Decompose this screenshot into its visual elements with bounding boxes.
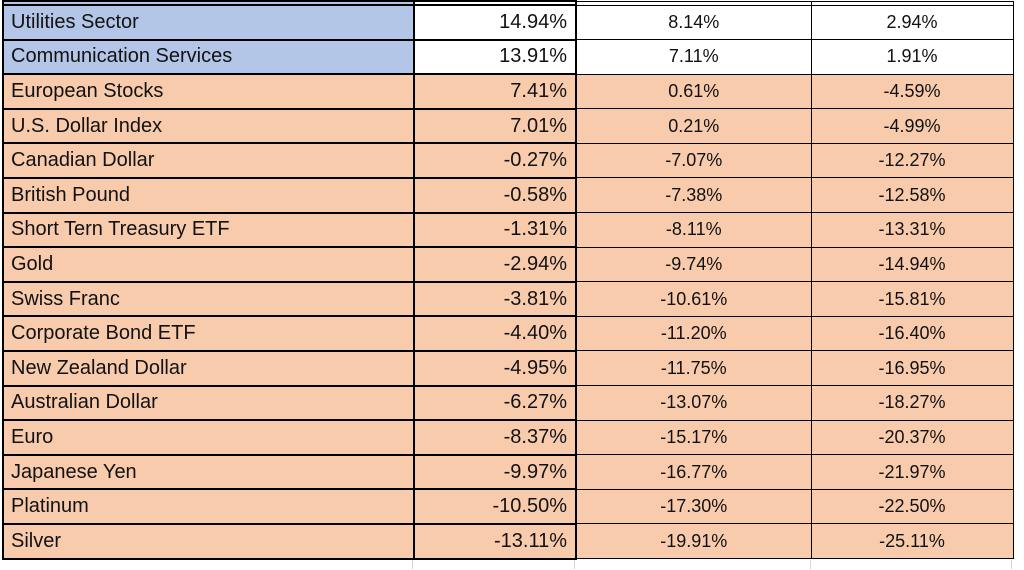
asset-label-cell[interactable]: Silver xyxy=(2,522,415,560)
value-cell[interactable]: -10.50% xyxy=(413,488,577,525)
value-cell[interactable]: -0.58% xyxy=(413,176,577,214)
table-row: European Stocks 7.41% 0.61% -4.59% xyxy=(2,73,1014,110)
clipped-cell xyxy=(810,0,1014,6)
table-row: Australian Dollar -6.27% -13.07% -18.27% xyxy=(2,384,1014,422)
asset-label-cell[interactable]: Canadian Dollar xyxy=(2,142,415,179)
value-cell[interactable]: -13.11% xyxy=(413,522,577,560)
value-cell[interactable]: -4.59% xyxy=(810,73,1014,110)
asset-label-cell[interactable]: Platinum xyxy=(2,488,415,525)
clipped-cell xyxy=(2,0,415,6)
value-cell[interactable]: -9.74% xyxy=(575,246,812,283)
value-cell[interactable]: 8.14% xyxy=(575,4,812,41)
value-cell[interactable]: -0.27% xyxy=(413,142,577,179)
value-cell[interactable]: -11.75% xyxy=(575,350,812,387)
value-cell[interactable]: -13.31% xyxy=(810,212,1014,248)
value-cell[interactable]: -6.27% xyxy=(413,384,577,422)
asset-label-cell[interactable]: Swiss Franc xyxy=(2,280,415,318)
asset-label-cell[interactable]: Utilities Sector xyxy=(2,4,415,41)
value-cell[interactable]: -13.07% xyxy=(575,385,812,421)
value-cell[interactable]: -8.11% xyxy=(575,212,812,248)
value-cell[interactable]: -10.61% xyxy=(575,281,812,317)
value-cell[interactable]: 7.11% xyxy=(575,39,812,75)
value-cell[interactable]: -12.58% xyxy=(810,177,1014,214)
value-cell[interactable]: -14.94% xyxy=(810,246,1014,283)
asset-label-cell[interactable]: Communication Services xyxy=(2,38,415,76)
value-cell[interactable]: -25.11% xyxy=(810,523,1014,559)
table-row: Platinum -10.50% -17.30% -22.50% xyxy=(2,488,1014,525)
value-cell[interactable]: -9.97% xyxy=(413,453,577,491)
value-cell[interactable]: -20.37% xyxy=(810,419,1014,456)
table-row: Corporate Bond ETF -4.40% -11.20% -16.40… xyxy=(2,315,1014,352)
value-cell[interactable]: -8.37% xyxy=(413,419,577,456)
clipped-row xyxy=(2,0,1014,6)
sheet-gridlines xyxy=(2,559,1012,569)
value-cell[interactable]: 13.91% xyxy=(413,38,577,76)
asset-label-cell[interactable]: Japanese Yen xyxy=(2,453,415,491)
value-cell[interactable]: 0.61% xyxy=(575,73,812,110)
returns-table: Utilities Sector 14.94% 8.14% 2.94% Comm… xyxy=(2,0,1014,560)
gridline-segment xyxy=(575,559,811,569)
value-cell[interactable]: -15.17% xyxy=(575,419,812,456)
table-row: Canadian Dollar -0.27% -7.07% -12.27% xyxy=(2,142,1014,179)
value-cell[interactable]: -7.07% xyxy=(575,142,812,179)
value-cell[interactable]: -12.27% xyxy=(810,142,1014,179)
asset-label-cell[interactable]: Australian Dollar xyxy=(2,384,415,422)
asset-label-cell[interactable]: Corporate Bond ETF xyxy=(2,315,415,352)
asset-label-cell[interactable]: British Pound xyxy=(2,176,415,214)
value-cell[interactable]: -16.77% xyxy=(575,454,812,490)
table-row: Short Tern Treasury ETF -1.31% -8.11% -1… xyxy=(2,211,1014,249)
value-cell[interactable]: 14.94% xyxy=(413,4,577,41)
gridline-segment xyxy=(413,559,576,569)
value-cell[interactable]: -7.38% xyxy=(575,177,812,214)
table-row: Swiss Franc -3.81% -10.61% -15.81% xyxy=(2,280,1014,318)
value-cell[interactable]: 1.91% xyxy=(810,39,1014,75)
value-cell[interactable]: -19.91% xyxy=(575,523,812,559)
table-row: Japanese Yen -9.97% -16.77% -21.97% xyxy=(2,453,1014,491)
value-cell[interactable]: 7.41% xyxy=(413,73,577,110)
asset-label-cell[interactable]: New Zealand Dollar xyxy=(2,349,415,387)
value-cell[interactable]: -3.81% xyxy=(413,280,577,318)
value-cell[interactable]: -11.20% xyxy=(575,315,812,352)
gridline-segment xyxy=(811,559,1012,569)
table-row: Utilities Sector 14.94% 8.14% 2.94% xyxy=(2,4,1014,41)
value-cell[interactable]: -22.50% xyxy=(810,488,1014,525)
value-cell[interactable]: -18.27% xyxy=(810,385,1014,421)
table-row: Silver -13.11% -19.91% -25.11% xyxy=(2,522,1014,560)
table-row: British Pound -0.58% -7.38% -12.58% xyxy=(2,176,1014,214)
gridline-segment xyxy=(2,559,413,569)
table-row: Gold -2.94% -9.74% -14.94% xyxy=(2,246,1014,283)
value-cell[interactable]: -4.99% xyxy=(810,108,1014,144)
value-cell[interactable]: -4.95% xyxy=(413,349,577,387)
asset-label-cell[interactable]: European Stocks xyxy=(2,73,415,110)
value-cell[interactable]: 2.94% xyxy=(810,4,1014,41)
table-row: U.S. Dollar Index 7.01% 0.21% -4.99% xyxy=(2,107,1014,145)
value-cell[interactable]: -1.31% xyxy=(413,211,577,249)
asset-label-cell[interactable]: Short Tern Treasury ETF xyxy=(2,211,415,249)
value-cell[interactable]: -16.95% xyxy=(810,350,1014,387)
value-cell[interactable]: -17.30% xyxy=(575,488,812,525)
value-cell[interactable]: -4.40% xyxy=(413,315,577,352)
asset-label-cell[interactable]: Gold xyxy=(2,246,415,283)
clipped-cell xyxy=(413,0,577,6)
value-cell[interactable]: -16.40% xyxy=(810,315,1014,352)
value-cell[interactable]: 0.21% xyxy=(575,108,812,144)
table-row: New Zealand Dollar -4.95% -11.75% -16.95… xyxy=(2,349,1014,387)
asset-label-cell[interactable]: Euro xyxy=(2,419,415,456)
value-cell[interactable]: -2.94% xyxy=(413,246,577,283)
value-cell[interactable]: -21.97% xyxy=(810,454,1014,490)
value-cell[interactable]: 7.01% xyxy=(413,107,577,145)
value-cell[interactable]: -15.81% xyxy=(810,281,1014,317)
table-row: Euro -8.37% -15.17% -20.37% xyxy=(2,419,1014,456)
asset-label-cell[interactable]: U.S. Dollar Index xyxy=(2,107,415,145)
table-row: Communication Services 13.91% 7.11% 1.91… xyxy=(2,38,1014,76)
